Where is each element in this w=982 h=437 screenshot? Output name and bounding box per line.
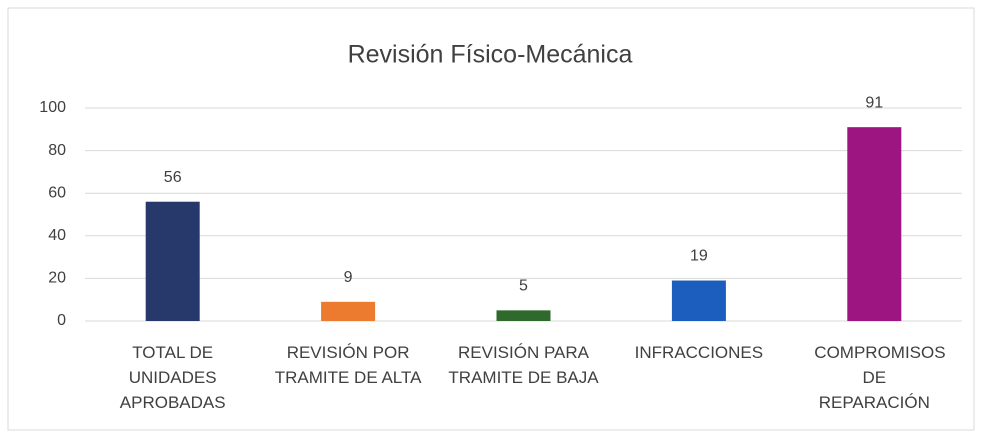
x-tick-label: COMPROMISOS DE REPARACIÓN	[814, 343, 946, 412]
x-tick-label: REVISIÓN POR TRAMITE DE ALTA	[274, 343, 422, 387]
bar	[496, 310, 551, 321]
bar	[321, 301, 376, 321]
y-tick-label: 40	[48, 227, 66, 244]
bar	[847, 127, 902, 321]
y-tick-label: 80	[48, 142, 66, 159]
chart-title: Revisión Físico-Mecánica	[348, 41, 633, 69]
x-tick-label: REVISIÓN PARA TRAMITE DE BAJA	[448, 343, 599, 387]
data-label: 9	[344, 269, 353, 286]
y-tick-label: 100	[39, 99, 66, 116]
y-tick-label: 20	[48, 270, 66, 287]
data-label: 19	[690, 248, 708, 265]
y-tick-label: 0	[57, 312, 66, 329]
bar	[145, 201, 200, 321]
x-tick-label: INFRACCIONES	[634, 343, 764, 362]
bar	[671, 280, 726, 321]
y-tick-label: 60	[48, 184, 66, 201]
data-label: 5	[519, 278, 528, 295]
data-label: 91	[865, 94, 883, 111]
data-label: 56	[164, 169, 182, 186]
x-tick-label: TOTAL DE UNIDADES APROBADAS	[119, 343, 226, 412]
